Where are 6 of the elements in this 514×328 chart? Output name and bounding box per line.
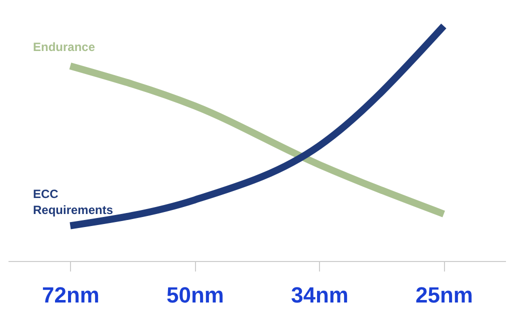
- x-tick-label: 34nm: [291, 282, 348, 308]
- series-label: Endurance: [33, 40, 96, 54]
- x-tick-label: 72nm: [42, 282, 100, 308]
- series-label: ECC Requirements: [33, 187, 114, 217]
- x-tick-label: 50nm: [166, 282, 224, 308]
- x-tick-label: 25nm: [416, 282, 473, 308]
